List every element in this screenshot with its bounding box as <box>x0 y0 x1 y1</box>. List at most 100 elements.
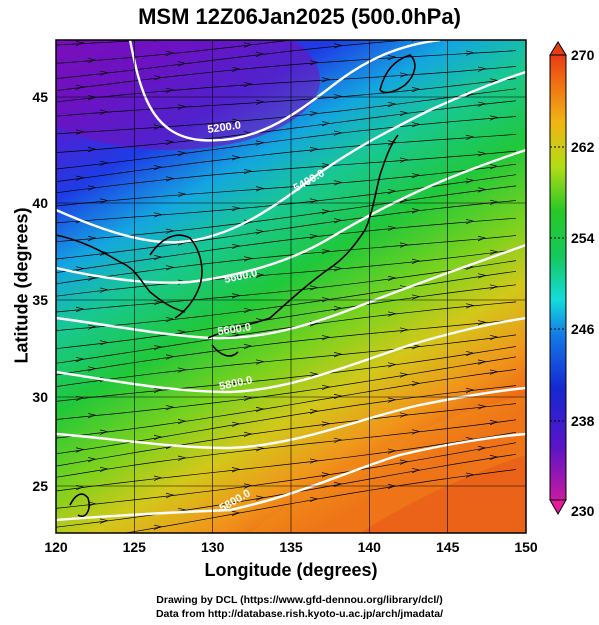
streamline <box>56 385 517 455</box>
wind-arrow <box>333 352 343 358</box>
wind-arrow <box>165 50 175 57</box>
wind-arrow <box>243 219 253 225</box>
wind-arrow <box>465 351 475 357</box>
wind-arrow <box>399 242 409 248</box>
wind-arrow <box>153 434 163 441</box>
wind-arrow <box>321 384 331 390</box>
streamline <box>56 200 517 260</box>
wind-arrow <box>255 446 265 452</box>
colorbar-label: 270 <box>571 47 595 63</box>
wind-arrow <box>399 72 409 78</box>
streamline <box>56 88 517 135</box>
wind-arrow <box>309 233 319 240</box>
wind-arrow <box>99 109 109 115</box>
wind-arrow <box>165 316 175 323</box>
streamline <box>56 284 517 350</box>
wind-arrow <box>87 185 97 191</box>
wind-arrow <box>411 122 421 128</box>
wind-arrow <box>477 66 487 72</box>
wind-arrow <box>153 475 163 481</box>
wind-arrow <box>489 164 499 170</box>
wind-arrow <box>399 327 409 333</box>
wind-arrow <box>243 431 253 437</box>
wind-arrow <box>489 284 499 290</box>
wind-arrow <box>411 173 421 179</box>
wind-arrow <box>309 198 319 204</box>
y-tick-label: 45 <box>32 89 48 105</box>
streamline <box>56 270 517 331</box>
wind-arrow <box>87 501 97 507</box>
wind-arrow <box>411 429 421 435</box>
wind-arrow <box>75 40 85 47</box>
wind-arrow <box>177 61 187 67</box>
wind-arrow <box>243 81 253 88</box>
streamline <box>56 78 517 120</box>
wind-arrow <box>255 140 265 146</box>
x-tick-label: 135 <box>279 539 303 555</box>
wind-arrow <box>99 198 109 204</box>
wind-arrow <box>477 359 487 365</box>
streamline <box>56 319 517 376</box>
streamline <box>56 369 517 439</box>
wind-arrow <box>165 405 175 411</box>
streamline <box>56 419 517 480</box>
wind-arrow <box>309 60 319 66</box>
wind-arrow <box>399 412 409 418</box>
wind-arrow <box>333 180 343 186</box>
wind-arrow <box>465 178 475 184</box>
wind-arrow <box>411 344 421 350</box>
wind-arrow <box>165 354 175 360</box>
wind-arrow <box>165 228 175 234</box>
wind-arrow <box>231 66 241 73</box>
streamline <box>56 100 517 153</box>
x-tick-label: 120 <box>44 539 68 555</box>
wind-arrow <box>243 343 253 350</box>
wind-arrow <box>321 472 331 478</box>
x-tick-label: 140 <box>358 539 382 555</box>
wind-arrow <box>321 121 331 127</box>
wind-arrow <box>255 359 265 365</box>
wind-arrow <box>177 329 187 336</box>
wind-arrow <box>477 404 487 410</box>
streamline <box>56 185 517 243</box>
wind-arrow <box>465 134 475 140</box>
wind-arrow <box>321 297 331 303</box>
wind-arrow <box>490 31 497 36</box>
wind-arrow <box>333 218 343 224</box>
wind-arrow <box>75 84 85 90</box>
wind-arrow <box>99 287 109 293</box>
map-grid <box>56 40 526 533</box>
streamline <box>56 403 517 467</box>
wind-arrow <box>231 118 241 124</box>
wind-arrow <box>465 50 475 56</box>
wind-arrow <box>231 293 241 299</box>
colorbar-label: 246 <box>571 321 595 337</box>
wind-arrow <box>177 455 187 461</box>
wind-arrow <box>387 448 397 454</box>
wind-arrow <box>99 160 109 166</box>
wind-arrow <box>165 176 175 182</box>
wind-arrow <box>99 429 109 435</box>
wind-arrow <box>411 294 421 300</box>
x-tick-label: 130 <box>201 539 225 555</box>
wind-arrow <box>489 199 499 205</box>
wind-arrow <box>99 466 109 473</box>
streamline <box>56 301 517 364</box>
wind-arrow <box>465 303 475 309</box>
wind-arrow <box>231 421 241 427</box>
wind-arrow <box>478 16 485 21</box>
streamline <box>56 217 517 273</box>
wind-arrow <box>153 524 163 530</box>
wind-arrow <box>333 43 343 49</box>
y-tick-label: 25 <box>32 478 48 494</box>
y-tick-label: 40 <box>32 195 48 211</box>
streamline <box>56 163 517 210</box>
wind-arrow <box>387 55 397 61</box>
contour-label: 5600.0 <box>217 321 252 338</box>
wind-arrow <box>489 115 499 121</box>
streamline <box>56 346 517 405</box>
wind-arrow <box>477 273 487 279</box>
wind-arrow <box>466 6 473 11</box>
wind-arrow <box>231 243 241 250</box>
colorbar-label: 254 <box>571 230 595 246</box>
